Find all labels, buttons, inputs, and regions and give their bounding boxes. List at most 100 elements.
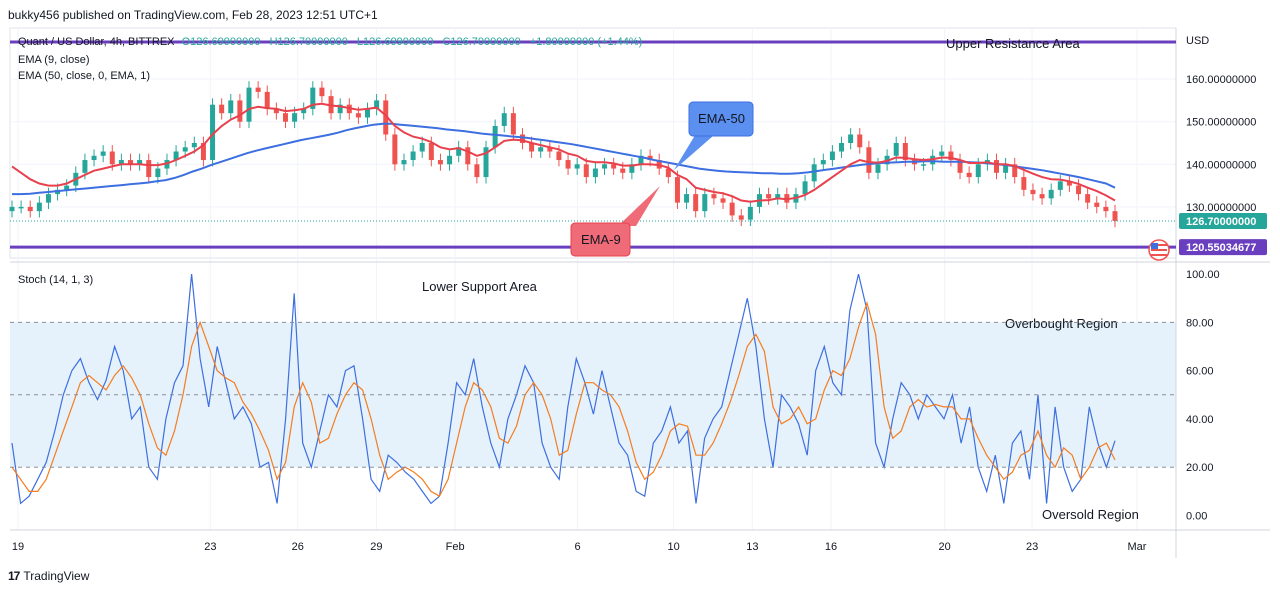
candle-body — [583, 164, 589, 178]
candle-body — [337, 104, 343, 114]
candle-body — [1094, 202, 1100, 207]
candle-body — [647, 155, 653, 161]
ema50-callout-text: EMA-50 — [698, 111, 745, 126]
candle-body — [319, 87, 325, 97]
candle-body — [392, 134, 398, 165]
candle-body — [848, 134, 854, 143]
candle-body — [510, 113, 516, 135]
candle-body — [36, 202, 42, 212]
candle-body — [365, 108, 371, 118]
last-price-tag-text: 126.70000000 — [1186, 216, 1256, 228]
candle-body — [693, 194, 699, 212]
candle-body — [720, 198, 726, 203]
candle-body — [374, 100, 380, 109]
tradingview-brand: TradingView — [23, 569, 90, 583]
candle-body — [1112, 211, 1118, 221]
candle-body — [747, 206, 753, 220]
stoch-tick-label: 20.00 — [1186, 462, 1214, 474]
ema9-legend[interactable]: EMA (9, close) — [18, 54, 90, 66]
candle-body — [711, 194, 717, 199]
time-tick-label: 20 — [939, 541, 951, 553]
ema9-callout[interactable]: EMA-9 — [570, 186, 660, 257]
candle-body — [602, 164, 608, 169]
time-tick-label: 13 — [746, 541, 758, 553]
time-tick-label: 16 — [825, 541, 837, 553]
candle-body — [565, 160, 571, 169]
candle-body — [483, 147, 489, 178]
candle-body — [875, 164, 881, 173]
time-tick-label: 26 — [292, 541, 304, 553]
candle-body — [9, 206, 15, 212]
candle-body — [1030, 189, 1036, 195]
candle-body — [219, 104, 225, 114]
candle-body — [200, 143, 206, 161]
candle-body — [538, 147, 544, 152]
candle-body — [128, 160, 134, 165]
candle-body — [383, 100, 389, 135]
ohlc-high: H126.70000000 — [270, 36, 348, 48]
candle-body — [210, 104, 216, 161]
candle-body — [529, 143, 535, 152]
price-tick-label: 150.00000000 — [1186, 117, 1256, 129]
candle-body — [1048, 189, 1054, 199]
candle-body — [629, 164, 635, 173]
candle-body — [173, 151, 179, 161]
candle-body — [1021, 177, 1027, 190]
ohlc-change: +1.80000000 (+1.44%) — [530, 36, 643, 48]
candle-body — [921, 164, 927, 166]
stoch-tick-label: 80.00 — [1186, 317, 1214, 329]
candle-body — [839, 143, 845, 152]
candle-body — [273, 108, 279, 114]
candle-body — [1103, 206, 1109, 212]
candle-body — [1039, 194, 1045, 199]
candle-body — [665, 168, 671, 178]
time-tick-label: 19 — [12, 541, 24, 553]
oversold-label: Oversold Region — [1042, 507, 1139, 522]
candle-body — [802, 181, 808, 195]
candle-body — [766, 194, 772, 199]
candle-body — [465, 147, 471, 165]
candle-body — [282, 113, 288, 122]
candle-body — [857, 134, 863, 148]
candle-body — [820, 160, 826, 165]
candle-body — [966, 172, 972, 178]
stoch-tick-label: 0.00 — [1186, 511, 1207, 523]
ohlc-close: C126.70000000 — [442, 36, 520, 48]
candle-body — [811, 164, 817, 182]
candle-body — [592, 168, 598, 178]
candle-body — [301, 108, 307, 114]
ohlc-open: O126.69900000 — [182, 36, 261, 48]
ema50-callout[interactable]: EMA-50 — [674, 101, 754, 170]
stoch-tick-label: 60.00 — [1186, 366, 1214, 378]
candle-body — [91, 155, 97, 161]
price-tick-label: 130.00000000 — [1186, 202, 1256, 214]
candle-body — [45, 194, 51, 203]
candle-body — [975, 164, 981, 178]
candle-body — [428, 143, 434, 161]
support-price-tag: 120.55034677 — [1179, 239, 1267, 256]
candle-body — [501, 113, 507, 126]
candle-body — [410, 151, 416, 161]
tradingview-logo[interactable]: 17 TradingView — [8, 569, 89, 583]
candle-body — [18, 206, 24, 209]
candle-body — [866, 147, 872, 173]
candle-body — [775, 194, 781, 199]
candle-body — [702, 194, 708, 212]
time-tick-label: 29 — [370, 541, 382, 553]
candle-body — [255, 87, 261, 92]
upper-resistance-label: Upper Resistance Area — [946, 36, 1080, 51]
candle-body — [292, 113, 298, 122]
svg-text:Quant / US Dollar, 4h, BITTREX: Quant / US Dollar, 4h, BITTREX O126.6990… — [18, 36, 642, 48]
symbol-legend[interactable]: Quant / US Dollar, 4h, BITTREX O126.6990… — [18, 36, 642, 48]
candle-body — [64, 185, 70, 190]
candle-body — [456, 147, 462, 156]
stoch-legend[interactable]: Stoch (14, 1, 3) — [18, 274, 93, 286]
candle-body — [419, 143, 425, 152]
symbol-title[interactable]: Quant / US Dollar, 4h, BITTREX — [18, 36, 175, 48]
us-flag-icon[interactable] — [1148, 239, 1170, 261]
candle-body — [137, 160, 143, 165]
ema50-legend[interactable]: EMA (50, close, 0, EMA, 1) — [18, 70, 150, 82]
candle-body — [228, 100, 234, 114]
candle-body — [155, 168, 161, 178]
